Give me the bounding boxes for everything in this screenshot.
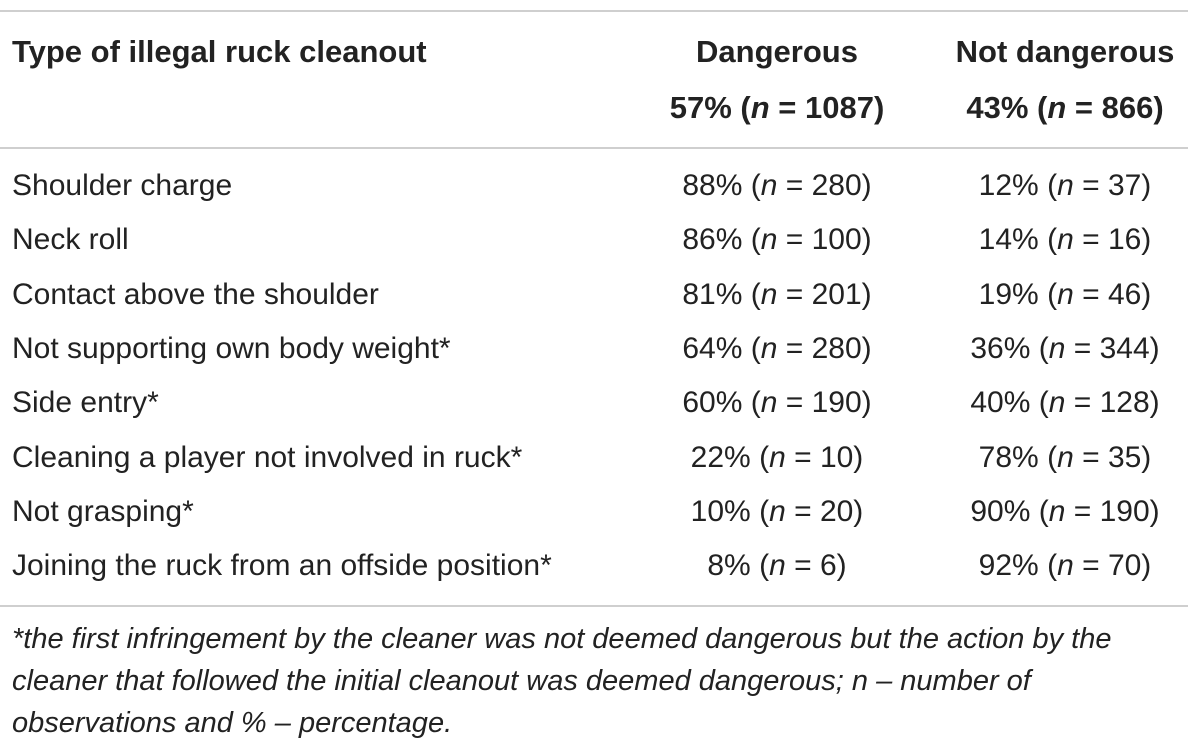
dangerous-cell: 22% (n = 10) (690, 440, 864, 474)
header-dangerous: Dangerous (696, 34, 858, 69)
table-row: Not grasping* 10% (n = 20) 90% (n = 190) (0, 494, 1200, 548)
dangerous-cell: 64% (n = 280) (682, 331, 872, 365)
footnote: *the first infringement by the cleaner w… (12, 623, 1112, 739)
row-type: Side entry* (12, 386, 159, 420)
row-type: Shoulder charge (12, 169, 233, 202)
header-not-dangerous-summary: 43% (n = 866) (966, 90, 1164, 125)
row-type: Contact above the shoulder (12, 277, 379, 311)
top-rule (0, 10, 1188, 12)
not-dangerous-cell: 40% (n = 128) (970, 386, 1160, 420)
not-dangerous-cell: 36% (n = 344) (970, 331, 1160, 365)
row-type: Joining the ruck from an offside positio… (12, 549, 552, 583)
row-type: Neck roll (12, 223, 129, 257)
not-dangerous-cell: 78% (n = 35) (978, 440, 1152, 474)
dangerous-cell: 8% (n = 6) (707, 549, 847, 583)
not-dangerous-cell: 12% (n = 37) (978, 169, 1152, 202)
table-row: Cleaning a player not involved in ruck* 2… (0, 440, 1200, 494)
row-type: Cleaning a player not involved in ruck* (12, 440, 523, 474)
table-row: Side entry* 60% (n = 190) 40% (n = 128) (0, 385, 1200, 439)
table-row: Not supporting own body weight* 64% (n = … (0, 331, 1200, 385)
table-row: Contact above the shoulder 81% (n = 201) 1… (0, 277, 1200, 331)
dangerous-cell: 86% (n = 100) (682, 223, 872, 257)
dangerous-cell: 10% (n = 20) (690, 494, 864, 528)
not-dangerous-cell: 14% (n = 16) (978, 223, 1152, 257)
header-not-dangerous: Not dangerous (955, 34, 1175, 69)
dangerous-cell: 88% (n = 280) (682, 169, 872, 202)
not-dangerous-cell: 19% (n = 46) (978, 277, 1152, 311)
dangerous-cell: 81% (n = 201) (682, 277, 872, 311)
not-dangerous-cell: 90% (n = 190) (970, 494, 1160, 528)
row-type: Not supporting own body weight* (12, 331, 451, 365)
table-row: Shoulder charge 88% (n = 280) 12% (n = 37) (0, 168, 1200, 222)
header-type: Type of illegal ruck cleanout (12, 34, 427, 69)
dangerous-cell: 60% (n = 190) (682, 386, 872, 420)
bottom-rule (0, 605, 1188, 607)
header-rule (0, 147, 1188, 149)
not-dangerous-cell: 92% (n = 70) (978, 549, 1152, 583)
table-row: Joining the ruck from an offside positio… (0, 548, 1200, 602)
table-row: Neck roll 86% (n = 100) 14% (n = 16) (0, 222, 1200, 276)
row-type: Not grasping* (12, 494, 194, 528)
header-dangerous-summary: 57% (n = 1087) (669, 90, 885, 125)
